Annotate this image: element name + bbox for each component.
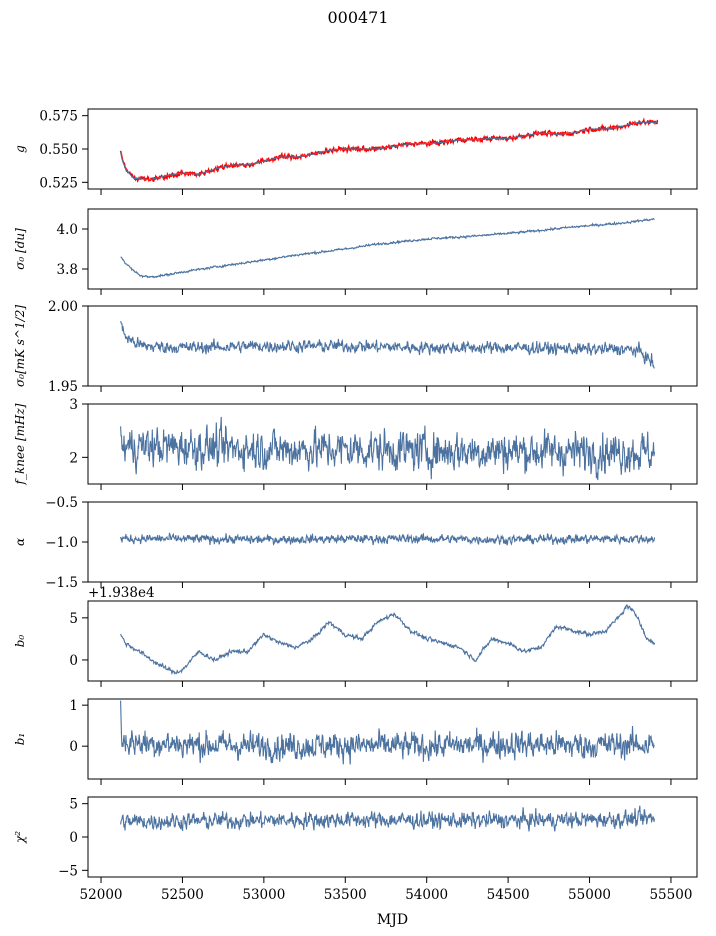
x-axis-label: MJD <box>377 912 408 928</box>
x-tick-label: 52000 <box>80 887 123 903</box>
y-axis-label: b₀ <box>13 635 27 648</box>
series-line-s0mk <box>120 321 655 369</box>
series-line-al <box>120 532 656 546</box>
x-tick-label: 53500 <box>324 887 367 903</box>
y-axis-label: σ₀[mK s^1/2] <box>13 305 27 387</box>
y-tick-label: 1.95 <box>48 379 78 395</box>
axes-frame <box>87 698 698 780</box>
series-line-fk <box>120 416 656 481</box>
series-line-g_blue <box>120 121 658 181</box>
y-tick-label: 1 <box>69 698 78 714</box>
axes-frame <box>87 305 698 387</box>
panel-b0: 0 5 b₀ +1.938e4 <box>13 585 698 687</box>
axes-frame <box>87 796 698 878</box>
y-tick-label: 0 <box>69 739 78 755</box>
series-line-s0 <box>120 217 655 279</box>
panel-g: 0.525 0.550 0.575 g <box>13 108 698 195</box>
y-tick-label: 2.00 <box>48 299 78 315</box>
y-tick-label: 0.550 <box>39 142 78 158</box>
y-tick-label: 0 <box>69 830 78 846</box>
y-tick-label: 4.0 <box>57 222 78 238</box>
y-tick-label: −5 <box>58 863 78 879</box>
y-tick-label: 3 <box>69 397 78 413</box>
x-tick-label: 55000 <box>568 887 611 903</box>
figure-title: 000471 <box>327 8 389 27</box>
y-tick-label: 0.575 <box>39 109 78 125</box>
x-tick-label: 55500 <box>649 887 692 903</box>
x-tick-label: 54000 <box>405 887 448 903</box>
y-tick-label: 2 <box>69 450 78 466</box>
y-axis-label: σ₀ [du] <box>13 228 27 270</box>
y-tick-label: −1.5 <box>45 575 78 591</box>
x-tick-label: 53000 <box>242 887 285 903</box>
axes-frame <box>87 501 698 583</box>
y-axis-label: g <box>13 145 27 153</box>
y-axis-label: χ² <box>13 831 27 844</box>
y-axis-label: α <box>13 538 27 546</box>
series-line-b1 <box>120 700 655 765</box>
series-line-chi <box>120 805 656 832</box>
series-line-b0 <box>120 604 656 676</box>
panel-fknee: 2 3 f_knee [mHz] <box>13 397 698 490</box>
panel-b1: 0 1 b₁ <box>13 698 698 785</box>
x-tick-label: 52500 <box>161 887 204 903</box>
y-tick-label: −1.0 <box>45 535 78 551</box>
y-axis-label: f_knee [mHz] <box>13 403 27 485</box>
y-tick-label: 0 <box>69 653 78 669</box>
series-line-g_red <box>119 117 659 183</box>
panel-sigma0_du: 3.8 4.0 σ₀ [du] <box>13 208 698 295</box>
y-tick-label: 5 <box>69 797 78 813</box>
y-tick-label: 0.525 <box>39 175 78 191</box>
axes-frame <box>87 403 698 485</box>
panel-alpha: −1.5 −1.0 −0.5 α <box>13 495 698 591</box>
y-tick-label: −0.5 <box>45 495 78 511</box>
axes-frame <box>87 108 698 190</box>
y-axis-label: b₁ <box>13 733 27 746</box>
y-tick-label: 3.8 <box>57 262 78 278</box>
panel-sigma0_mk: 1.95 2.00 σ₀[mK s^1/2] <box>13 299 698 395</box>
panel-chi2: −5 0 5 52000 52500 53000 53500 54000 54500 55000 5… <box>13 796 698 903</box>
axes-frame <box>87 208 698 290</box>
offset-label: +1.938e4 <box>88 585 155 601</box>
x-tick-label: 54500 <box>487 887 530 903</box>
axes-frame <box>87 600 698 682</box>
y-tick-label: 5 <box>69 611 78 627</box>
